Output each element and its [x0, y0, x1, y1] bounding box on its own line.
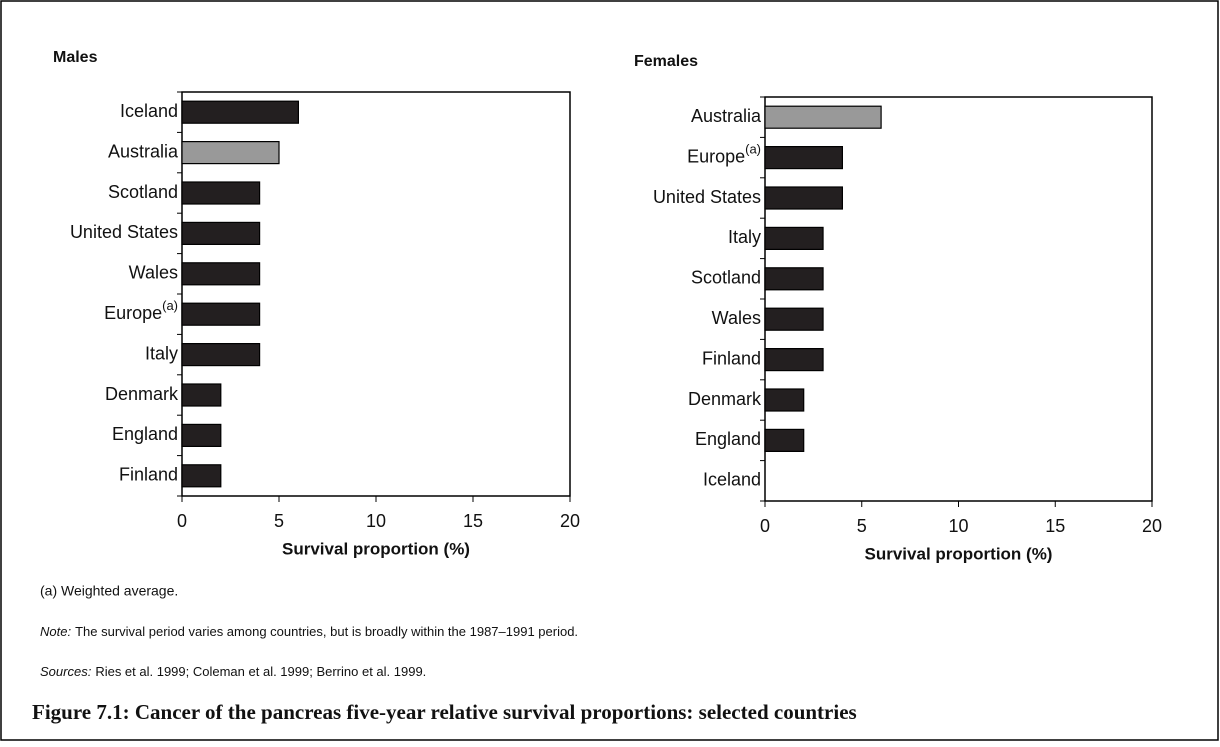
bar [181, 221, 261, 245]
category-label: Italy [728, 227, 761, 247]
bar [764, 105, 882, 129]
bar [764, 307, 824, 331]
category-label: Italy [145, 343, 178, 363]
bar [181, 302, 261, 326]
bar [764, 146, 844, 170]
sources-text: Ries et al. 1999; Coleman et al. 1999; B… [95, 664, 426, 679]
sources-label: Sources: [40, 664, 92, 679]
x-axis-label: Survival proportion (%) [282, 539, 470, 558]
x-tick-label: 20 [1142, 516, 1162, 536]
category-label: Australia [108, 141, 179, 161]
bar [181, 383, 222, 407]
category-label: United States [653, 187, 761, 207]
x-tick-label: 10 [948, 516, 968, 536]
note: Note: The survival period varies among co… [40, 624, 578, 639]
note-text: The survival period varies among countri… [75, 624, 578, 639]
category-label: Denmark [688, 389, 762, 409]
category-label: Wales [129, 263, 178, 283]
category-label: England [112, 424, 178, 444]
bar [181, 181, 261, 205]
x-tick-label: 15 [463, 511, 483, 531]
chart-title: Females [634, 53, 698, 70]
category-label: Wales [712, 308, 761, 328]
footnote: (a) Weighted average. [40, 583, 178, 599]
category-label: Finland [702, 348, 761, 368]
bar [764, 388, 805, 412]
x-axis-label: Survival proportion (%) [865, 544, 1053, 563]
bar [764, 348, 824, 372]
bar [181, 423, 222, 447]
bar [181, 100, 300, 124]
category-label: Finland [119, 465, 178, 485]
bar [181, 141, 280, 165]
category-label: Australia [691, 106, 762, 126]
x-tick-label: 5 [274, 511, 284, 531]
category-label: Europe(a) [687, 142, 761, 166]
category-label: United States [70, 222, 178, 242]
bar [181, 262, 261, 286]
category-label: England [695, 429, 761, 449]
bar [181, 464, 222, 488]
sources: Sources: Ries et al. 1999; Coleman et al.… [40, 664, 426, 679]
bar [764, 428, 805, 452]
bar [764, 186, 844, 210]
category-label: Europe(a) [104, 299, 178, 323]
x-tick-label: 10 [366, 511, 386, 531]
category-label: Scotland [108, 182, 178, 202]
x-tick-label: 5 [857, 516, 867, 536]
category-label: Scotland [691, 268, 761, 288]
bar [764, 267, 824, 291]
x-tick-label: 0 [177, 511, 187, 531]
bar [181, 343, 261, 367]
x-tick-label: 20 [560, 511, 580, 531]
caption: Figure 7.1: Cancer of the pancreas five-… [32, 700, 857, 724]
chart-title: Males [53, 49, 98, 66]
x-tick-label: 0 [760, 516, 770, 536]
category-label: Iceland [120, 101, 178, 121]
category-label: Denmark [105, 384, 179, 404]
x-tick-label: 15 [1045, 516, 1065, 536]
category-label: Iceland [703, 470, 761, 490]
note-label: Note: [40, 624, 71, 639]
bar [764, 226, 824, 250]
